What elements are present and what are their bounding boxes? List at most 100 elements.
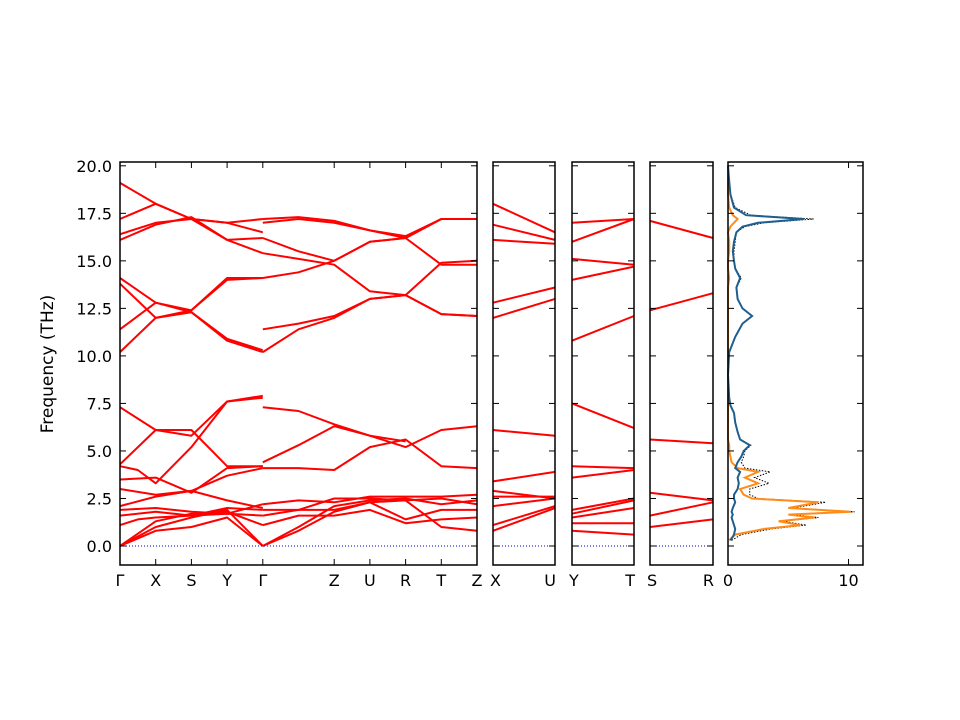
band-main-2 [119, 510, 264, 547]
y-tick-label-1: 2.5 [87, 489, 112, 508]
band-main-24 [262, 497, 478, 511]
band-yt-2 [571, 507, 635, 519]
x-tick-label-main-8: T [435, 571, 446, 590]
band-main-28 [262, 406, 406, 443]
band-main-1 [119, 508, 264, 547]
band-lines [119, 182, 714, 547]
x-tick-label-sr-0: S [647, 571, 657, 590]
band-yt-4 [571, 497, 635, 511]
band-yt-3 [571, 499, 635, 515]
x-tick-label-main-6: U [364, 571, 376, 590]
band-main-17 [119, 218, 264, 255]
band-main-33 [262, 218, 477, 262]
y-tick-label-5: 12.5 [76, 299, 112, 318]
y-tick-label-4: 10.0 [76, 347, 112, 366]
band-main-26 [262, 438, 478, 471]
band-sr-1 [649, 501, 714, 517]
band-main-35 [262, 216, 477, 239]
band-main-12 [119, 311, 264, 354]
band-main-25 [262, 493, 478, 506]
frame-dos [727, 161, 864, 566]
y-tick-label-0: 0.0 [87, 537, 112, 556]
dos-x-tick-label-1: 10 [838, 571, 858, 590]
band-yt-8 [571, 315, 635, 342]
y-tick-label-3: 7.5 [87, 394, 112, 413]
x-tick-label-xu-0: X [490, 571, 501, 590]
band-sr-3 [649, 438, 714, 445]
x-tick-label-yt-0: Y [568, 571, 579, 590]
band-xu-0 [492, 507, 556, 532]
x-tick-label-yt-1: T [624, 571, 635, 590]
band-sr-2 [649, 491, 714, 502]
x-tick-label-sr-1: R [703, 571, 714, 590]
frame-sr [649, 161, 714, 566]
x-tick-label-main-5: Z [329, 571, 340, 590]
y-tick-label-2: 5.0 [87, 442, 112, 461]
frame-main [119, 161, 478, 566]
band-xu-10 [492, 223, 556, 241]
panel-frames [119, 161, 864, 566]
band-main-10 [119, 429, 263, 468]
band-yt-10 [571, 257, 635, 266]
dos-partial-b-line [726, 165, 851, 542]
band-main-32 [262, 252, 478, 297]
band-xu-7 [492, 297, 556, 319]
y-tick-label-8: 20.0 [76, 157, 112, 176]
band-sr-5 [649, 219, 714, 239]
dos-curves [726, 165, 855, 542]
band-main-21 [262, 497, 478, 547]
band-main-4 [119, 507, 263, 517]
band-yt-9 [571, 265, 635, 281]
band-yt-7 [571, 402, 635, 430]
x-tick-label-xu-1: U [544, 571, 556, 590]
band-main-5 [119, 503, 264, 515]
band-main-13 [119, 301, 264, 352]
x-tick-label-main-9: Z [472, 571, 483, 590]
frame-xu [492, 161, 556, 566]
x-tick-label-main-2: S [186, 571, 196, 590]
band-main-9 [119, 396, 263, 485]
band-main-15 [119, 277, 263, 319]
band-main-11 [119, 394, 263, 437]
x-tick-label-main-4: Γ [258, 571, 267, 590]
frame-yt [571, 161, 635, 566]
dos-total-line [727, 165, 855, 541]
band-xu-5 [492, 470, 556, 483]
band-xu-11 [492, 202, 556, 234]
band-main-19 [119, 182, 264, 234]
band-main-29 [262, 294, 478, 331]
band-yt-5 [571, 469, 635, 479]
band-main-27 [262, 425, 478, 464]
band-xu-8 [492, 286, 556, 304]
y-tick-label-6: 15.0 [76, 252, 112, 271]
band-xu-9 [492, 238, 556, 245]
band-main-8 [119, 465, 263, 494]
band-main-16 [119, 216, 263, 241]
band-main-0 [119, 516, 264, 547]
band-xu-2 [492, 497, 556, 508]
band-main-22 [262, 508, 478, 527]
band-sr-0 [649, 518, 714, 528]
band-main-20 [262, 499, 478, 547]
y-axis-title: Frequency (THz) [38, 295, 58, 434]
band-yt-11 [571, 218, 635, 243]
y-tick-label-7: 17.5 [76, 204, 112, 223]
x-tick-label-main-1: X [150, 571, 161, 590]
dos-x-tick-label-0: 0 [723, 571, 733, 590]
band-sr-4 [649, 292, 714, 312]
band-xu-6 [492, 429, 556, 437]
band-yt-12 [571, 218, 635, 224]
dos-partial-a-line [726, 165, 804, 541]
tick-labels: Γ X S Y Γ Z U R T Z X U Y T S R0.02.55.07.510.012.515.0… [76, 157, 858, 590]
band-main-30 [262, 294, 478, 353]
axis-ticks [120, 162, 863, 565]
band-yt-6 [571, 465, 635, 470]
x-tick-label-main-7: R [400, 571, 411, 590]
band-yt-0 [571, 529, 635, 536]
band-main-34 [262, 218, 477, 238]
x-tick-label-main-3: Y [221, 571, 232, 590]
x-tick-label-main-0: Γ [116, 571, 125, 590]
band-xu-1 [492, 505, 556, 527]
band-xu-4 [492, 489, 556, 500]
band-main-3 [119, 512, 263, 527]
